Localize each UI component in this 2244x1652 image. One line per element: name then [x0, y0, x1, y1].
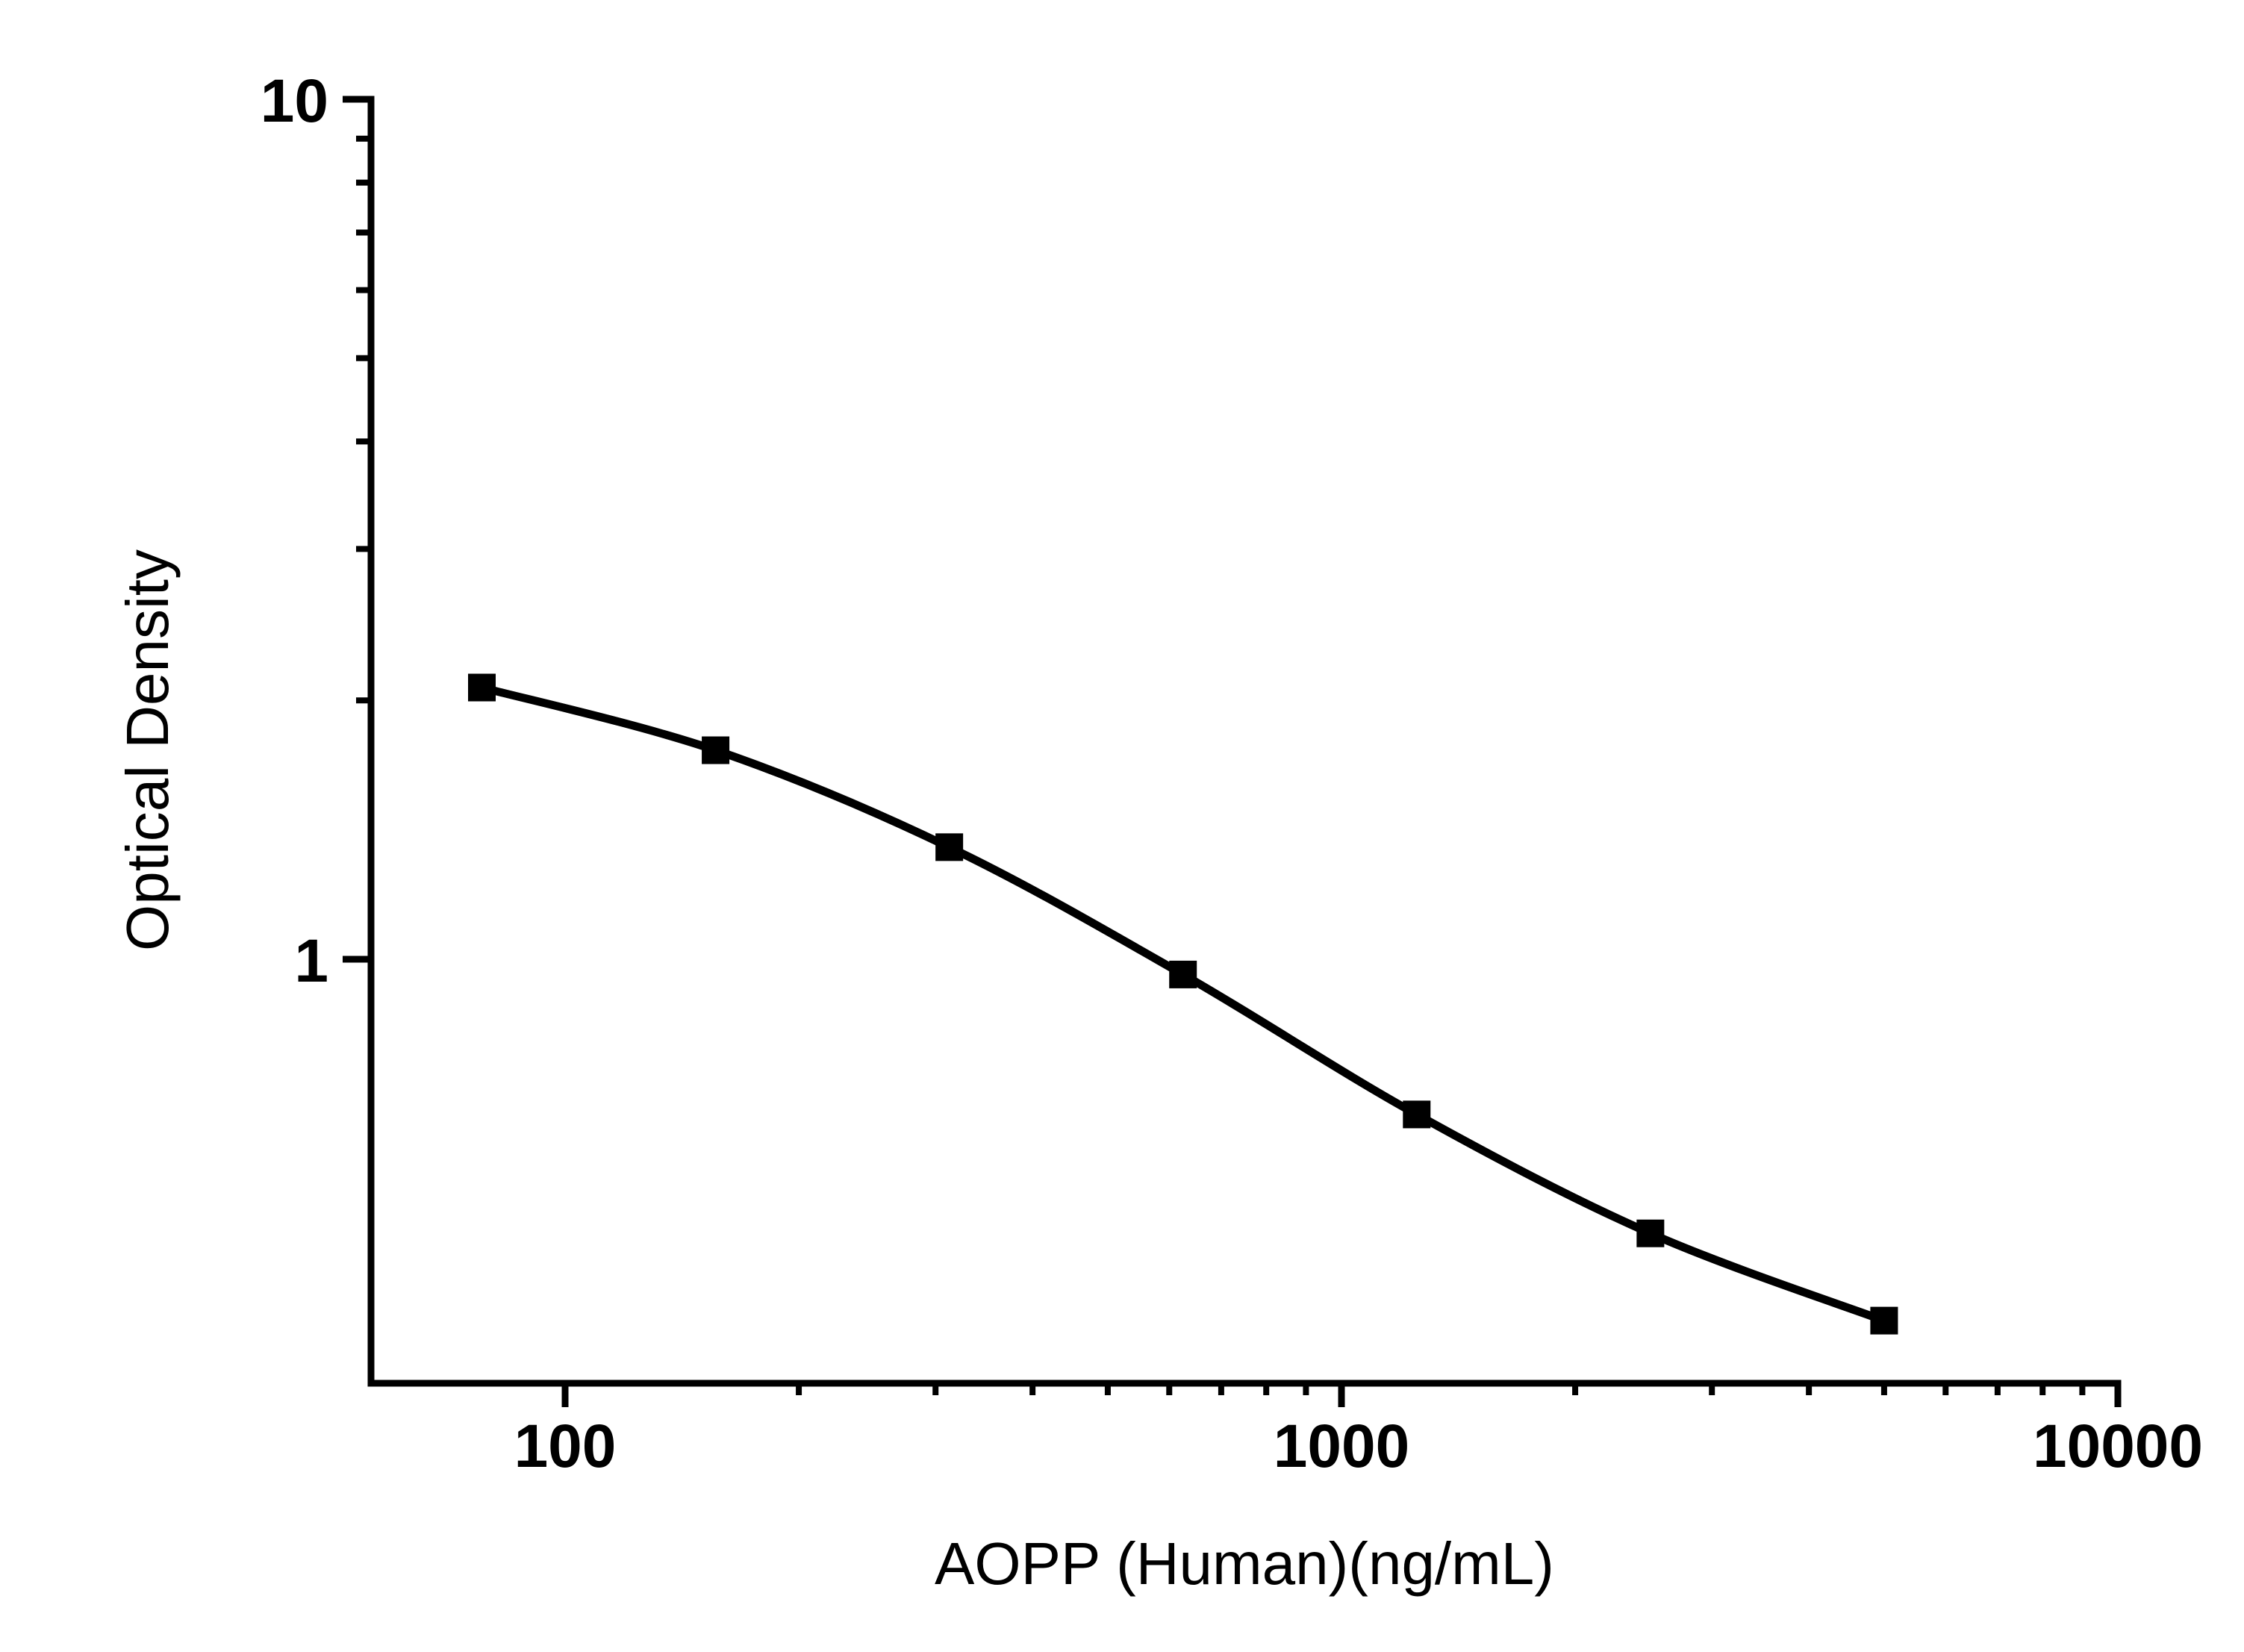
data-point-marker [702, 736, 730, 764]
data-point-marker [1403, 1100, 1431, 1129]
data-points [468, 673, 1898, 1335]
axes [367, 96, 2122, 1387]
x-axis-tick-labels: 100 1000 10000 [514, 1412, 2203, 1480]
x-tick-label: 10000 [2033, 1412, 2203, 1480]
x-tick-label: 100 [514, 1412, 617, 1480]
data-point-marker [1636, 1219, 1665, 1247]
standard-curve-line [481, 683, 1886, 1325]
x-axis-ticks [561, 1383, 2122, 1407]
y-tick-label: 10 [261, 67, 328, 135]
y-axis-tick-labels: 10 1 [261, 67, 328, 995]
data-point-marker [468, 673, 496, 702]
x-axis-title: AOPP (Human)(ng/mL) [935, 1530, 1554, 1597]
y-axis-title: Optical Density [114, 549, 181, 951]
y-tick-label: 1 [294, 927, 328, 995]
data-point-marker [935, 833, 964, 861]
y-axis-ticks [343, 96, 371, 963]
data-point-marker [1169, 960, 1197, 988]
x-tick-label: 1000 [1274, 1412, 1409, 1480]
data-point-marker [1870, 1306, 1898, 1335]
